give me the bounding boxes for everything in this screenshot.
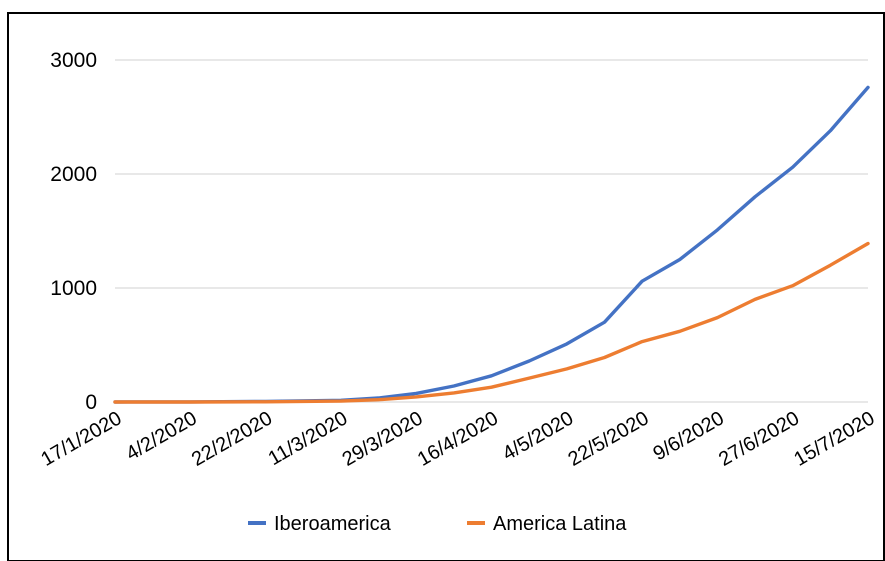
x-tick-label: 17/1/2020 bbox=[37, 407, 125, 471]
gridlines bbox=[115, 59, 868, 403]
series-line-iberoamerica bbox=[113, 85, 870, 404]
y-tick-label: 3000 bbox=[50, 49, 97, 72]
y-tick-label: 1000 bbox=[50, 277, 97, 300]
y-axis-tick-labels: 0 1000 2000 3000 bbox=[50, 49, 97, 414]
x-tick-label: 9/6/2020 bbox=[649, 407, 727, 465]
x-axis-tick-labels: 17/1/20204/2/202022/2/202011/3/202029/3/… bbox=[37, 407, 878, 471]
series-line-america-latina bbox=[113, 241, 870, 404]
x-tick-label: 27/6/2020 bbox=[715, 407, 803, 471]
series-lines bbox=[113, 85, 870, 404]
x-tick-label: 16/4/2020 bbox=[414, 407, 502, 471]
x-tick-label: 4/5/2020 bbox=[499, 407, 577, 465]
legend: Iberoamerica America Latina bbox=[248, 513, 627, 535]
x-tick-label: 29/3/2020 bbox=[339, 407, 427, 471]
x-tick-label: 22/2/2020 bbox=[188, 407, 276, 471]
legend-label: America Latina bbox=[493, 513, 627, 535]
x-tick-label: 4/2/2020 bbox=[122, 407, 200, 465]
x-tick-label: 22/5/2020 bbox=[565, 407, 653, 471]
legend-label: Iberoamerica bbox=[274, 513, 392, 535]
x-tick-label: 15/7/2020 bbox=[790, 407, 878, 471]
chart-frame bbox=[7, 12, 885, 561]
x-tick-label: 11/3/2020 bbox=[265, 407, 352, 470]
y-tick-label: 2000 bbox=[50, 163, 97, 186]
y-tick-label: 0 bbox=[85, 391, 97, 414]
